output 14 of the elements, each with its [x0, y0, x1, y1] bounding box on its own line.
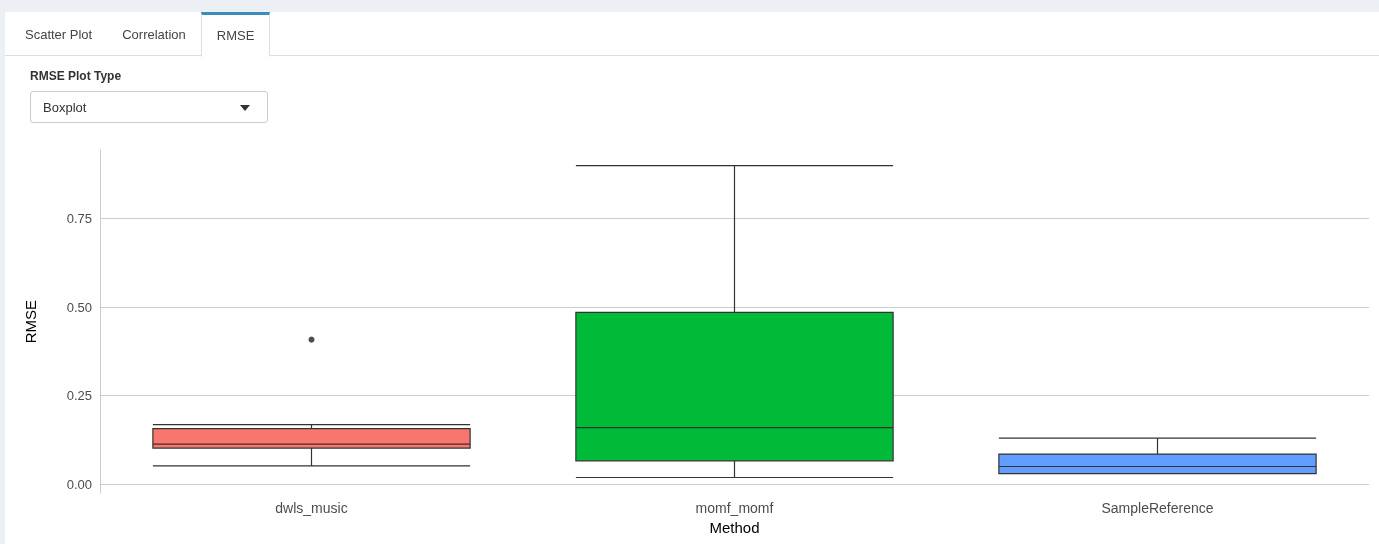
y-tick-label: 0.00	[66, 476, 92, 492]
x-tick-label: momf_momf	[695, 500, 774, 517]
x-tick-label: dwls_music	[275, 500, 348, 517]
y-axis-title: RMSE	[22, 299, 39, 344]
x-tick-label: SampleReference	[1101, 500, 1214, 517]
y-tick-label: 0.25	[66, 388, 92, 404]
text: Boxplot	[43, 100, 87, 115]
text: RMSE Plot Type	[30, 69, 122, 83]
y-tick-label: 0.50	[66, 299, 92, 315]
text: Scatter Plot	[24, 26, 94, 44]
text: Correlation	[121, 26, 187, 44]
x-axis-title: Method	[709, 519, 760, 536]
text: RMSE	[200, 12, 271, 57]
y-tick-label: 0.75	[66, 210, 92, 226]
